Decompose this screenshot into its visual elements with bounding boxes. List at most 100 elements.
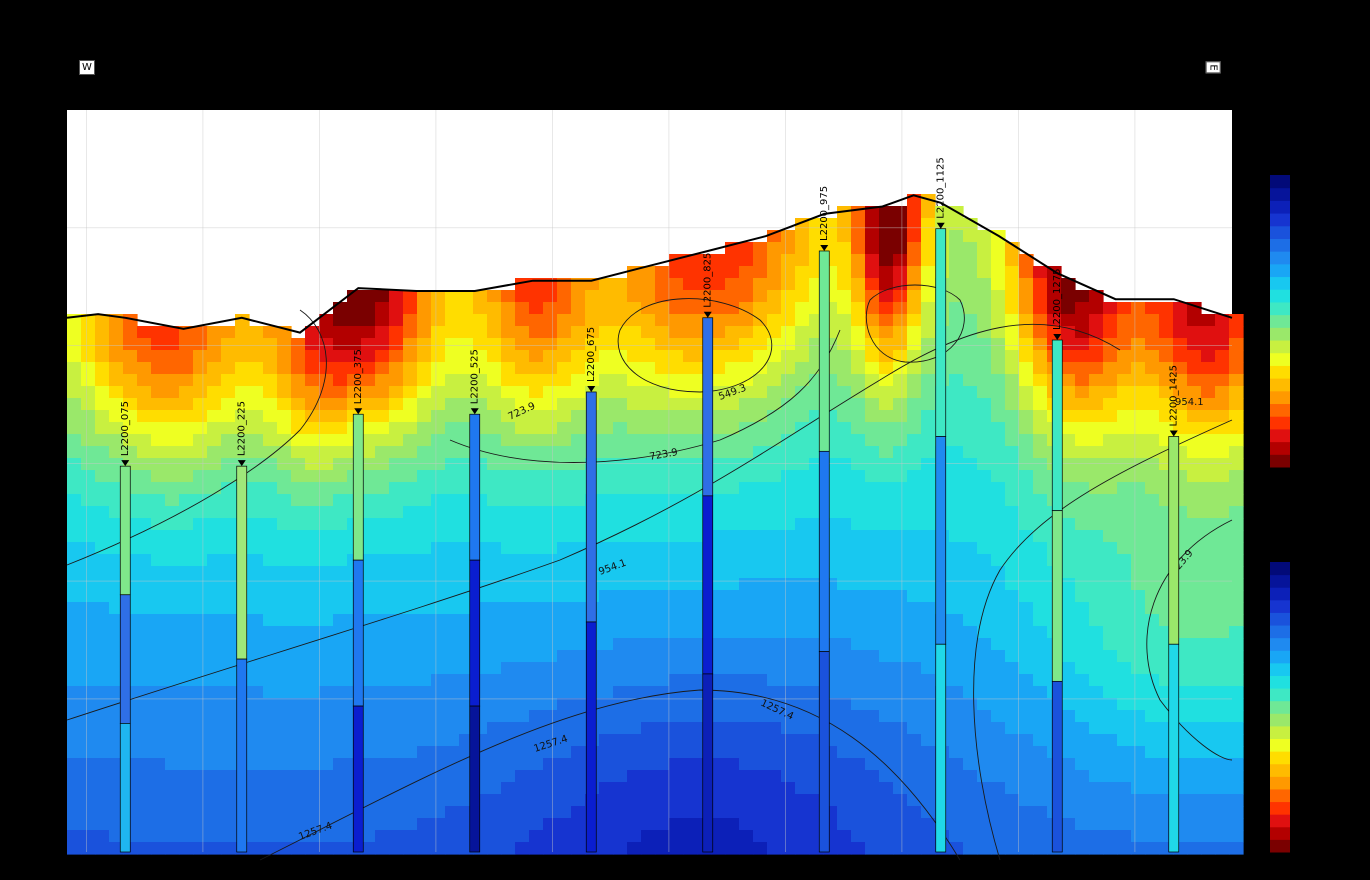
heatmap-cell bbox=[431, 578, 446, 591]
heatmap-cell bbox=[1215, 506, 1230, 519]
heatmap-cell bbox=[207, 698, 222, 711]
heatmap-cell bbox=[151, 782, 166, 795]
heatmap-cell bbox=[851, 650, 866, 663]
heatmap-cell bbox=[1117, 674, 1132, 687]
heatmap-cell bbox=[487, 374, 502, 387]
heatmap-cell bbox=[529, 698, 544, 711]
heatmap-cell bbox=[137, 662, 152, 675]
heatmap-cell bbox=[221, 566, 236, 579]
heatmap-cell bbox=[599, 386, 614, 399]
heatmap-cell bbox=[291, 566, 306, 579]
heatmap-cell bbox=[1061, 530, 1076, 543]
heatmap-cell bbox=[95, 350, 110, 363]
heatmap-cell bbox=[1075, 410, 1090, 423]
heatmap-cell bbox=[893, 710, 908, 723]
heatmap-cell bbox=[725, 398, 740, 411]
heatmap-cell bbox=[767, 494, 782, 507]
heatmap-cell bbox=[375, 482, 390, 495]
heatmap-cell bbox=[417, 326, 432, 339]
heatmap-cell bbox=[515, 746, 530, 759]
heatmap-cell bbox=[1033, 782, 1048, 795]
heatmap-cell bbox=[1103, 626, 1118, 639]
heatmap-cell bbox=[1019, 638, 1034, 651]
heatmap-cell bbox=[557, 542, 572, 555]
heatmap-cell bbox=[277, 578, 292, 591]
heatmap-cell bbox=[501, 446, 516, 459]
heatmap-cell bbox=[165, 578, 180, 591]
heatmap-cell bbox=[361, 638, 376, 651]
heatmap-cell bbox=[865, 302, 880, 315]
heatmap-cell bbox=[501, 506, 516, 519]
heatmap-cell bbox=[753, 602, 768, 615]
heatmap-cell bbox=[557, 302, 572, 315]
heatmap-cell bbox=[1075, 338, 1090, 351]
heatmap-cell bbox=[1187, 578, 1202, 591]
heatmap-cell bbox=[1117, 566, 1132, 579]
heatmap-cell bbox=[487, 326, 502, 339]
heatmap-cell bbox=[655, 710, 670, 723]
heatmap-cell bbox=[669, 338, 684, 351]
heatmap-cell bbox=[739, 746, 754, 759]
heatmap-cell bbox=[179, 782, 194, 795]
heatmap-cell bbox=[1019, 422, 1034, 435]
heatmap-cell bbox=[1215, 350, 1230, 363]
heatmap-cell bbox=[907, 314, 922, 327]
heatmap-cell bbox=[375, 566, 390, 579]
heatmap-cell bbox=[795, 254, 810, 267]
heatmap-cell bbox=[711, 314, 726, 327]
heatmap-cell bbox=[571, 602, 586, 615]
heatmap-cell bbox=[865, 734, 880, 747]
heatmap-cell bbox=[291, 458, 306, 471]
heatmap-cell bbox=[921, 710, 936, 723]
colorbar-swatch bbox=[1270, 454, 1290, 468]
heatmap-cell bbox=[263, 638, 278, 651]
heatmap-cell bbox=[361, 770, 376, 783]
heatmap-cell bbox=[193, 458, 208, 471]
heatmap-cell bbox=[963, 458, 978, 471]
heatmap-cell bbox=[725, 830, 740, 843]
heatmap-cell bbox=[81, 590, 96, 603]
heatmap-cell bbox=[571, 686, 586, 699]
heatmap-cell bbox=[221, 674, 236, 687]
heatmap-cell bbox=[445, 650, 460, 663]
heatmap-cell bbox=[571, 398, 586, 411]
heatmap-cell bbox=[1117, 542, 1132, 555]
heatmap-cell bbox=[725, 422, 740, 435]
heatmap-cell bbox=[515, 518, 530, 531]
heatmap-cell bbox=[179, 566, 194, 579]
heatmap-cell bbox=[1201, 722, 1216, 735]
heatmap-cell bbox=[921, 638, 936, 651]
heatmap-cell bbox=[613, 326, 628, 339]
heatmap-cell bbox=[1103, 398, 1118, 411]
heatmap-cell bbox=[655, 818, 670, 831]
heatmap-cell bbox=[487, 650, 502, 663]
heatmap-cell bbox=[515, 614, 530, 627]
heatmap-cell bbox=[487, 458, 502, 471]
heatmap-cell bbox=[711, 734, 726, 747]
heatmap-cell bbox=[739, 542, 754, 555]
heatmap-cell bbox=[389, 698, 404, 711]
heatmap-cell bbox=[1075, 398, 1090, 411]
heatmap-cell bbox=[431, 338, 446, 351]
heatmap-cell bbox=[641, 758, 656, 771]
heatmap-cell bbox=[431, 842, 446, 855]
heatmap-cell bbox=[1131, 314, 1146, 327]
heatmap-cell bbox=[291, 650, 306, 663]
heatmap-cell bbox=[1229, 410, 1244, 423]
heatmap-cell bbox=[445, 710, 460, 723]
heatmap-cell bbox=[361, 566, 376, 579]
heatmap-cell bbox=[305, 710, 320, 723]
heatmap-cell bbox=[641, 278, 656, 291]
heatmap-cell bbox=[837, 662, 852, 675]
heatmap-cell bbox=[543, 842, 558, 855]
heatmap-cell bbox=[669, 842, 684, 855]
heatmap-cell bbox=[613, 614, 628, 627]
heatmap-cell bbox=[403, 326, 418, 339]
heatmap-cell bbox=[417, 638, 432, 651]
heatmap-cell bbox=[669, 590, 684, 603]
heatmap-cell bbox=[151, 374, 166, 387]
heatmap-cell bbox=[991, 602, 1006, 615]
heatmap-cell bbox=[389, 686, 404, 699]
heatmap-cell bbox=[137, 722, 152, 735]
heatmap-cell bbox=[123, 338, 138, 351]
